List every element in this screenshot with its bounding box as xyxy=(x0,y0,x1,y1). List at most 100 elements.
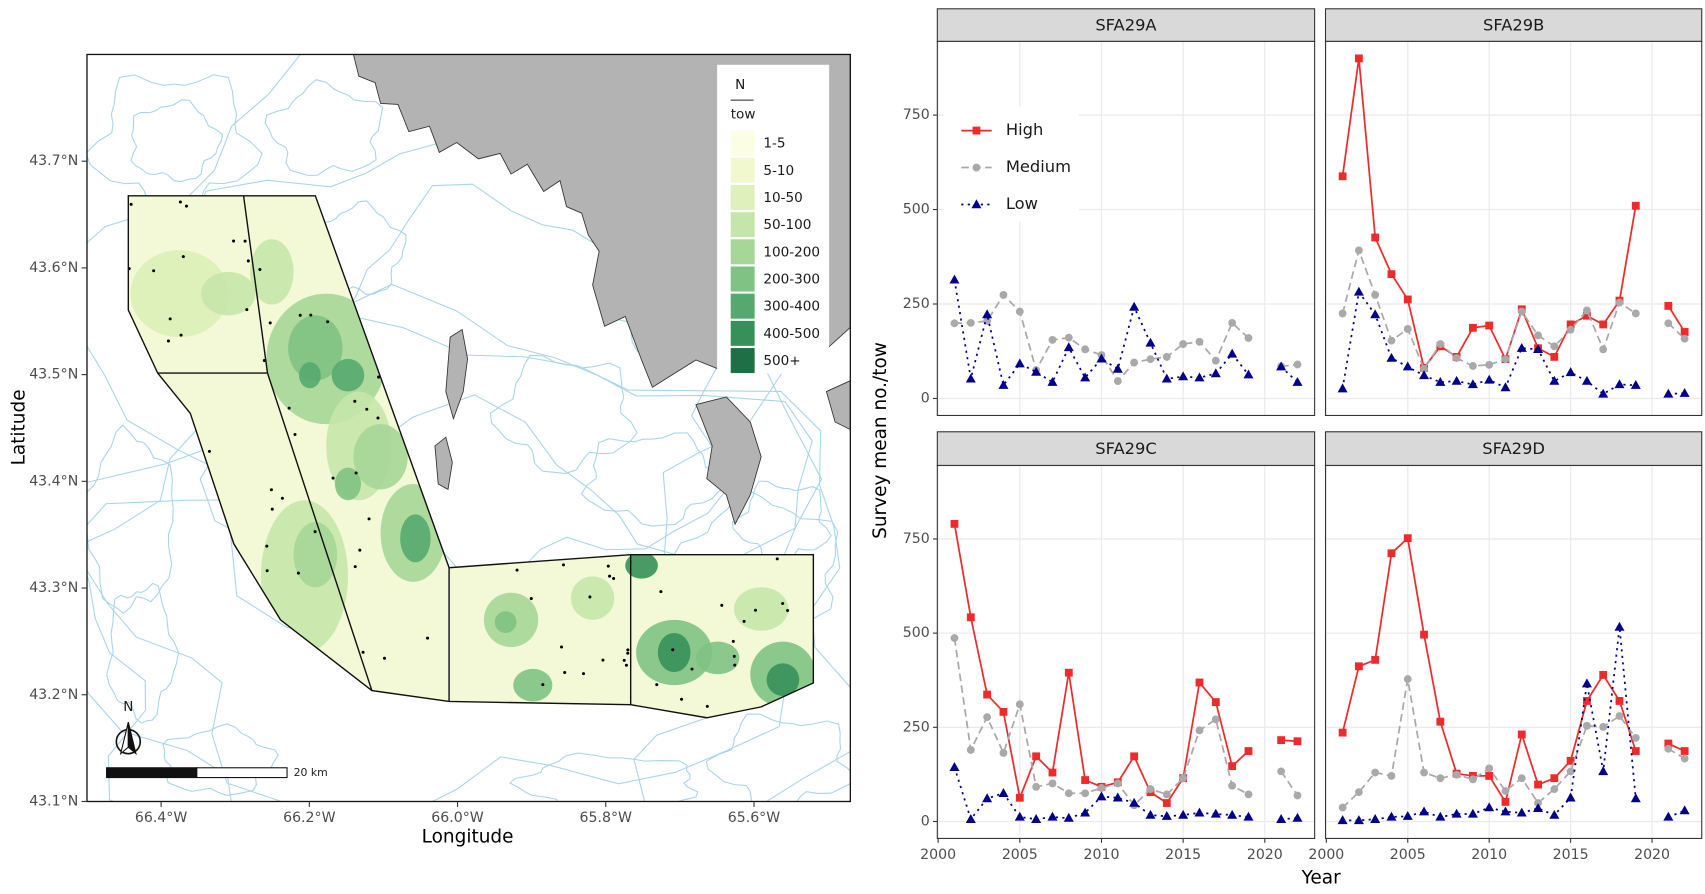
marker xyxy=(1452,354,1461,362)
tow-dot xyxy=(207,449,211,453)
marker xyxy=(965,814,976,823)
marker xyxy=(1451,375,1462,385)
marker xyxy=(1292,812,1303,822)
tow-dot xyxy=(243,239,247,243)
marker xyxy=(1096,791,1107,801)
marker xyxy=(1485,772,1494,780)
marker xyxy=(1581,678,1592,688)
island xyxy=(434,436,453,491)
marker xyxy=(1467,808,1478,818)
marker xyxy=(1162,799,1171,807)
map-legend-title: N xyxy=(735,77,745,93)
marker xyxy=(1211,715,1220,724)
depth-contour xyxy=(86,424,174,614)
tow-dot xyxy=(626,651,630,655)
marker xyxy=(1468,775,1477,784)
tow-dot xyxy=(659,590,663,594)
marker xyxy=(1516,807,1527,817)
y-tick-label: 43.4°N xyxy=(29,473,78,489)
marker xyxy=(1014,811,1025,821)
marker xyxy=(1534,780,1542,789)
marker xyxy=(1664,319,1673,328)
marker xyxy=(949,762,960,771)
facet-strip xyxy=(936,8,1316,42)
tow-dot xyxy=(354,471,358,475)
marker xyxy=(1468,362,1477,370)
map-legend-label: 100-200 xyxy=(763,244,820,260)
marker xyxy=(1501,355,1510,364)
tow-dot xyxy=(720,603,724,607)
facet-strip xyxy=(1324,8,1703,42)
tow-dot xyxy=(786,609,790,613)
tow-dot xyxy=(245,308,249,312)
marker xyxy=(1338,803,1347,812)
marker xyxy=(1064,789,1073,798)
density-patch xyxy=(299,362,321,389)
marker xyxy=(1015,307,1024,316)
marker xyxy=(983,690,992,699)
marker xyxy=(1615,697,1624,705)
marker xyxy=(1402,361,1413,371)
facet-title: SFA29D xyxy=(1482,439,1545,458)
tow-dot xyxy=(296,571,300,575)
x-tick-label: 2020 xyxy=(1634,847,1670,863)
y-tick-label: 750 xyxy=(903,107,930,123)
marker xyxy=(1517,730,1526,739)
marker xyxy=(1615,298,1624,307)
marker xyxy=(1244,790,1253,799)
marker xyxy=(1435,376,1446,386)
marker xyxy=(998,380,1009,389)
marker xyxy=(1015,700,1024,709)
marker xyxy=(949,274,960,284)
map-legend-items: 1-5 5-10 10-50 50-100 100-200 200-300 300-400 4… xyxy=(730,130,820,374)
island xyxy=(825,380,851,431)
density-patch xyxy=(250,239,294,305)
marker xyxy=(1631,309,1640,318)
marker xyxy=(1353,286,1364,296)
marker xyxy=(1080,807,1091,817)
tow-dot xyxy=(581,672,586,676)
north-arrow: N xyxy=(115,699,142,756)
marker xyxy=(1244,334,1253,342)
legend-marker xyxy=(972,126,981,135)
marker xyxy=(1371,233,1380,242)
marker xyxy=(1663,388,1674,398)
marker xyxy=(1599,723,1608,731)
tow-dot xyxy=(426,636,430,640)
marker xyxy=(1550,774,1559,783)
facet-panel xyxy=(937,465,1315,839)
map-legend-swatch xyxy=(730,130,755,156)
marker xyxy=(1337,383,1348,393)
marker xyxy=(1338,309,1347,318)
tow-dot xyxy=(358,548,362,552)
marker xyxy=(1227,809,1238,819)
marker xyxy=(1178,809,1189,819)
marker xyxy=(1680,754,1689,763)
tow-dot xyxy=(515,568,519,572)
marker xyxy=(1599,671,1608,679)
tow-dot xyxy=(732,654,736,658)
marker xyxy=(966,613,975,622)
marker xyxy=(1228,781,1237,790)
marker xyxy=(1161,811,1172,820)
marker xyxy=(1211,356,1220,365)
tow-dot xyxy=(365,407,369,411)
marker xyxy=(1452,770,1461,779)
marker xyxy=(1228,318,1237,327)
tow-dot xyxy=(129,202,133,206)
marker xyxy=(1436,717,1445,726)
density-patch xyxy=(733,587,789,631)
marker xyxy=(1210,368,1221,378)
marker xyxy=(1500,806,1511,816)
marker xyxy=(1276,361,1287,371)
tow-dot xyxy=(269,488,273,492)
facet-panel xyxy=(1325,465,1702,839)
marker xyxy=(1501,797,1510,806)
marker xyxy=(1516,342,1527,352)
x-tick-label: 2005 xyxy=(1390,847,1426,863)
marker xyxy=(1630,793,1641,803)
x-tick-label: 65.6°W xyxy=(728,810,781,826)
marker xyxy=(1680,328,1689,336)
depth-contour xyxy=(86,283,813,802)
marker xyxy=(1533,344,1544,354)
